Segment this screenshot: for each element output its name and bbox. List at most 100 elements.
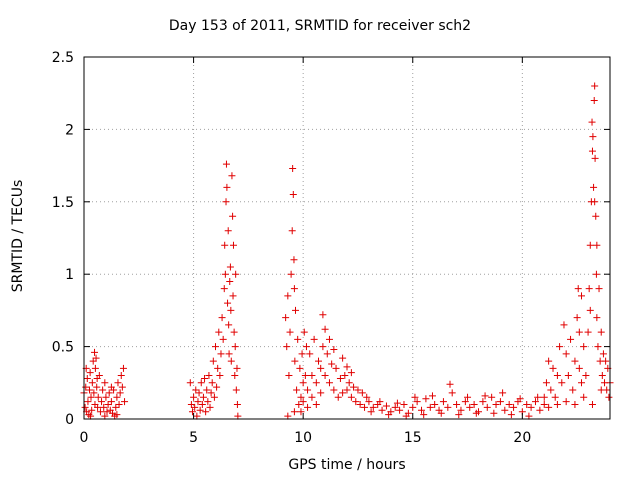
data-point [420,411,428,419]
data-point [330,345,338,353]
data-point [426,403,434,411]
data-point [501,406,509,414]
data-point [308,393,316,401]
data-point [592,212,600,220]
data-point [202,408,210,416]
y-tick-label: 1.5 [52,195,74,211]
data-point [94,403,102,411]
data-point [590,183,598,191]
data-point [540,401,548,409]
data-point [343,386,351,394]
data-point [553,372,561,380]
data-point [101,379,109,387]
data-point [291,357,299,365]
data-point [84,398,92,406]
data-point [191,403,199,411]
data-point [304,403,312,411]
data-point [117,372,125,380]
data-point [226,277,234,285]
data-point [553,401,561,409]
data-point [308,372,316,380]
data-point [545,403,553,411]
data-point [365,398,373,406]
data-point [560,321,568,329]
data-point [464,393,472,401]
data-point [193,412,201,420]
data-point [297,408,305,416]
data-point [578,292,586,300]
data-point [93,374,101,382]
data-point [105,389,113,397]
y-tick-label: 0 [65,412,74,428]
data-point [215,328,223,336]
data-point [296,364,304,372]
data-point [437,409,445,417]
data-point [562,350,570,358]
data-point [287,270,295,278]
data-point [367,408,375,416]
data-point [86,369,94,377]
data-point [232,270,240,278]
data-point [85,411,93,419]
data-point [536,406,544,414]
data-point [113,411,121,419]
data-point [187,401,195,409]
data-point [361,403,369,411]
data-point [98,398,106,406]
data-point [233,401,241,409]
data-point [222,160,230,168]
data-point [225,350,233,358]
data-point [107,398,115,406]
data-point [290,408,298,416]
data-point [385,411,393,419]
data-point [290,285,298,293]
data-point [115,401,123,409]
data-point [323,350,331,358]
data-point [483,403,491,411]
data-point [282,314,290,322]
data-point [356,401,364,409]
data-point [289,164,297,172]
data-point [218,314,226,322]
data-point [571,357,579,365]
data-point [448,389,456,397]
data-point [325,379,333,387]
data-point [507,411,515,419]
data-point [461,398,469,406]
data-point [562,398,570,406]
y-axis-label: SRMTID / TECUs [10,179,26,293]
data-point [332,364,340,372]
data-point [589,133,597,141]
data-point [87,412,95,420]
data-point [94,393,102,401]
data-point [295,401,303,409]
data-point [591,198,599,206]
data-point [593,314,601,322]
data-point [444,403,452,411]
data-point [439,398,447,406]
data-point [396,406,404,414]
data-point [88,406,96,414]
chart-title: Day 153 of 2011, SRMTID for receiver sch… [168,18,472,34]
data-point [107,383,115,391]
grid-lines [84,57,610,419]
data-point [300,328,308,336]
data-point [284,292,292,300]
data-point [283,343,291,351]
data-point [317,364,325,372]
data-point [197,379,205,387]
data-point [201,374,209,382]
data-point [551,393,559,401]
y-tick-label: 1 [65,267,74,283]
data-point [99,386,107,394]
data-point [91,364,99,372]
data-point [214,364,222,372]
data-point [330,386,338,394]
data-point [298,350,306,358]
data-point [230,328,238,336]
data-point [220,285,228,293]
data-point [556,343,564,351]
data-point [297,393,305,401]
data-point [588,401,596,409]
